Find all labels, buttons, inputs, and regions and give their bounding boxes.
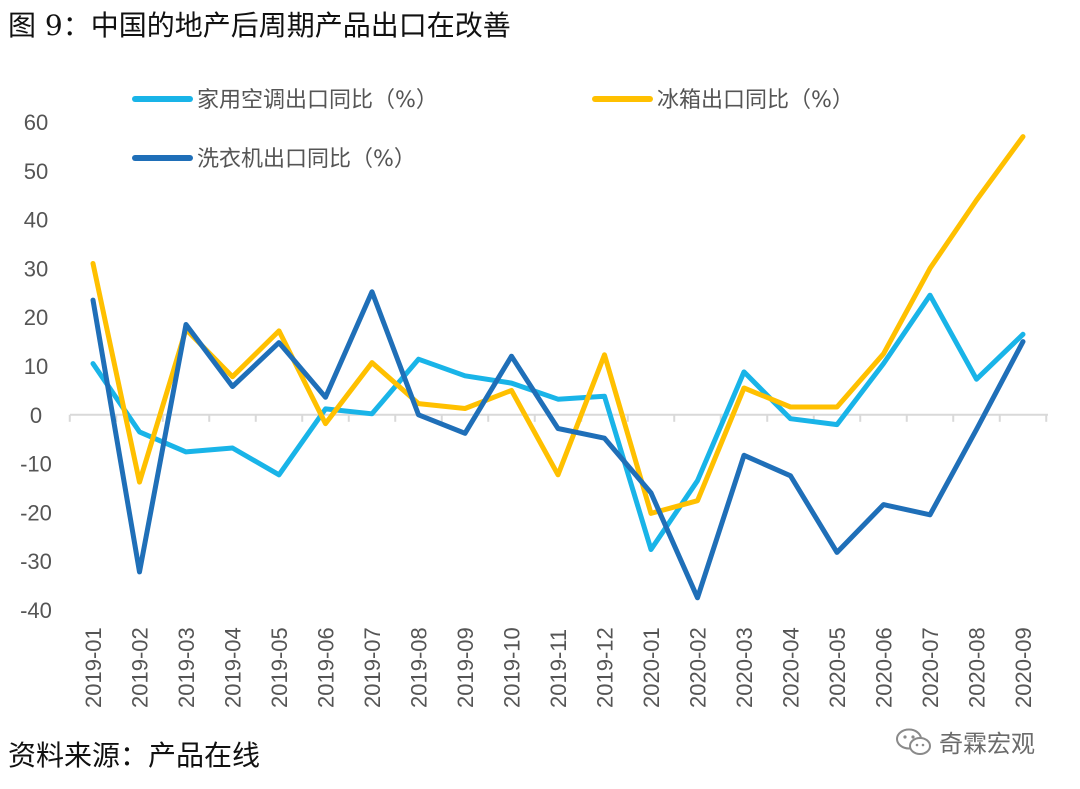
x-tick-label: 2020-01 xyxy=(639,627,664,708)
x-tick-label: 2019-09 xyxy=(453,627,478,708)
x-tick-label: 2020-09 xyxy=(1011,627,1036,708)
x-tick-label: 2020-07 xyxy=(918,627,943,708)
x-tick-label: 2019-12 xyxy=(593,627,618,708)
figure-title: 图 9：中国的地产后周期产品出口在改善 xyxy=(8,9,511,42)
y-tick-label: 10 xyxy=(24,354,48,379)
x-tick-label: 2019-08 xyxy=(407,627,432,708)
y-tick-label: 0 xyxy=(30,403,42,428)
x-tick-label: 2020-05 xyxy=(825,627,850,708)
y-tick-label: -40 xyxy=(20,598,52,623)
y-tick-label: -10 xyxy=(20,452,52,477)
y-tick-label: 20 xyxy=(24,305,48,330)
x-tick-label: 2019-06 xyxy=(314,627,339,708)
x-tick-label: 2019-11 xyxy=(546,629,571,708)
chart-series xyxy=(90,134,1026,601)
y-tick-label: -20 xyxy=(20,500,52,525)
legend-label: 洗衣机出口同比（%） xyxy=(197,147,416,172)
chart-legend: 家用空调出口同比（%） 冰箱出口同比（%） 洗衣机出口同比（%） xyxy=(132,88,854,172)
y-tick-label: -30 xyxy=(20,549,52,574)
y-tick-label: 60 xyxy=(24,110,48,135)
wechat-icon xyxy=(896,728,931,755)
series-line-fridge xyxy=(90,134,1026,516)
legend-label: 冰箱出口同比（%） xyxy=(657,88,854,113)
x-tick-label: 2019-10 xyxy=(500,627,525,708)
x-tick-label: 2019-02 xyxy=(128,627,153,708)
x-tick-label: 2020-02 xyxy=(686,627,711,708)
x-tick-label: 2019-05 xyxy=(267,627,292,708)
x-tick-label: 2020-08 xyxy=(965,627,990,708)
x-tick-label: 2019-03 xyxy=(174,627,199,708)
watermark: 奇霖宏观 xyxy=(895,724,1035,759)
x-tick-label: 2020-06 xyxy=(872,627,897,708)
x-tick-label: 2020-04 xyxy=(779,627,804,708)
watermark-text: 奇霖宏观 xyxy=(939,730,1035,758)
x-tick-label: 2020-03 xyxy=(732,627,757,708)
source-note: 资料来源：产品在线 xyxy=(8,739,261,772)
legend-label: 家用空调出口同比（%） xyxy=(197,88,438,113)
y-tick-label: 40 xyxy=(24,208,48,233)
x-axis: 2019-01 2019-02 2019-03 2019-04 2019-05 2019-… xyxy=(68,413,1048,708)
series-line-ac xyxy=(90,292,1026,552)
y-tick-label: 50 xyxy=(24,159,48,184)
y-axis: -40 -30 -20 -10 0 10 20 30 40 50 60 xyxy=(20,110,52,623)
x-tick-label: 2019-01 xyxy=(81,627,106,708)
x-tick-label: 2019-04 xyxy=(221,627,246,708)
x-tick-label: 2019-07 xyxy=(360,627,385,708)
series-line-washer xyxy=(90,289,1026,601)
y-tick-label: 30 xyxy=(24,256,48,281)
